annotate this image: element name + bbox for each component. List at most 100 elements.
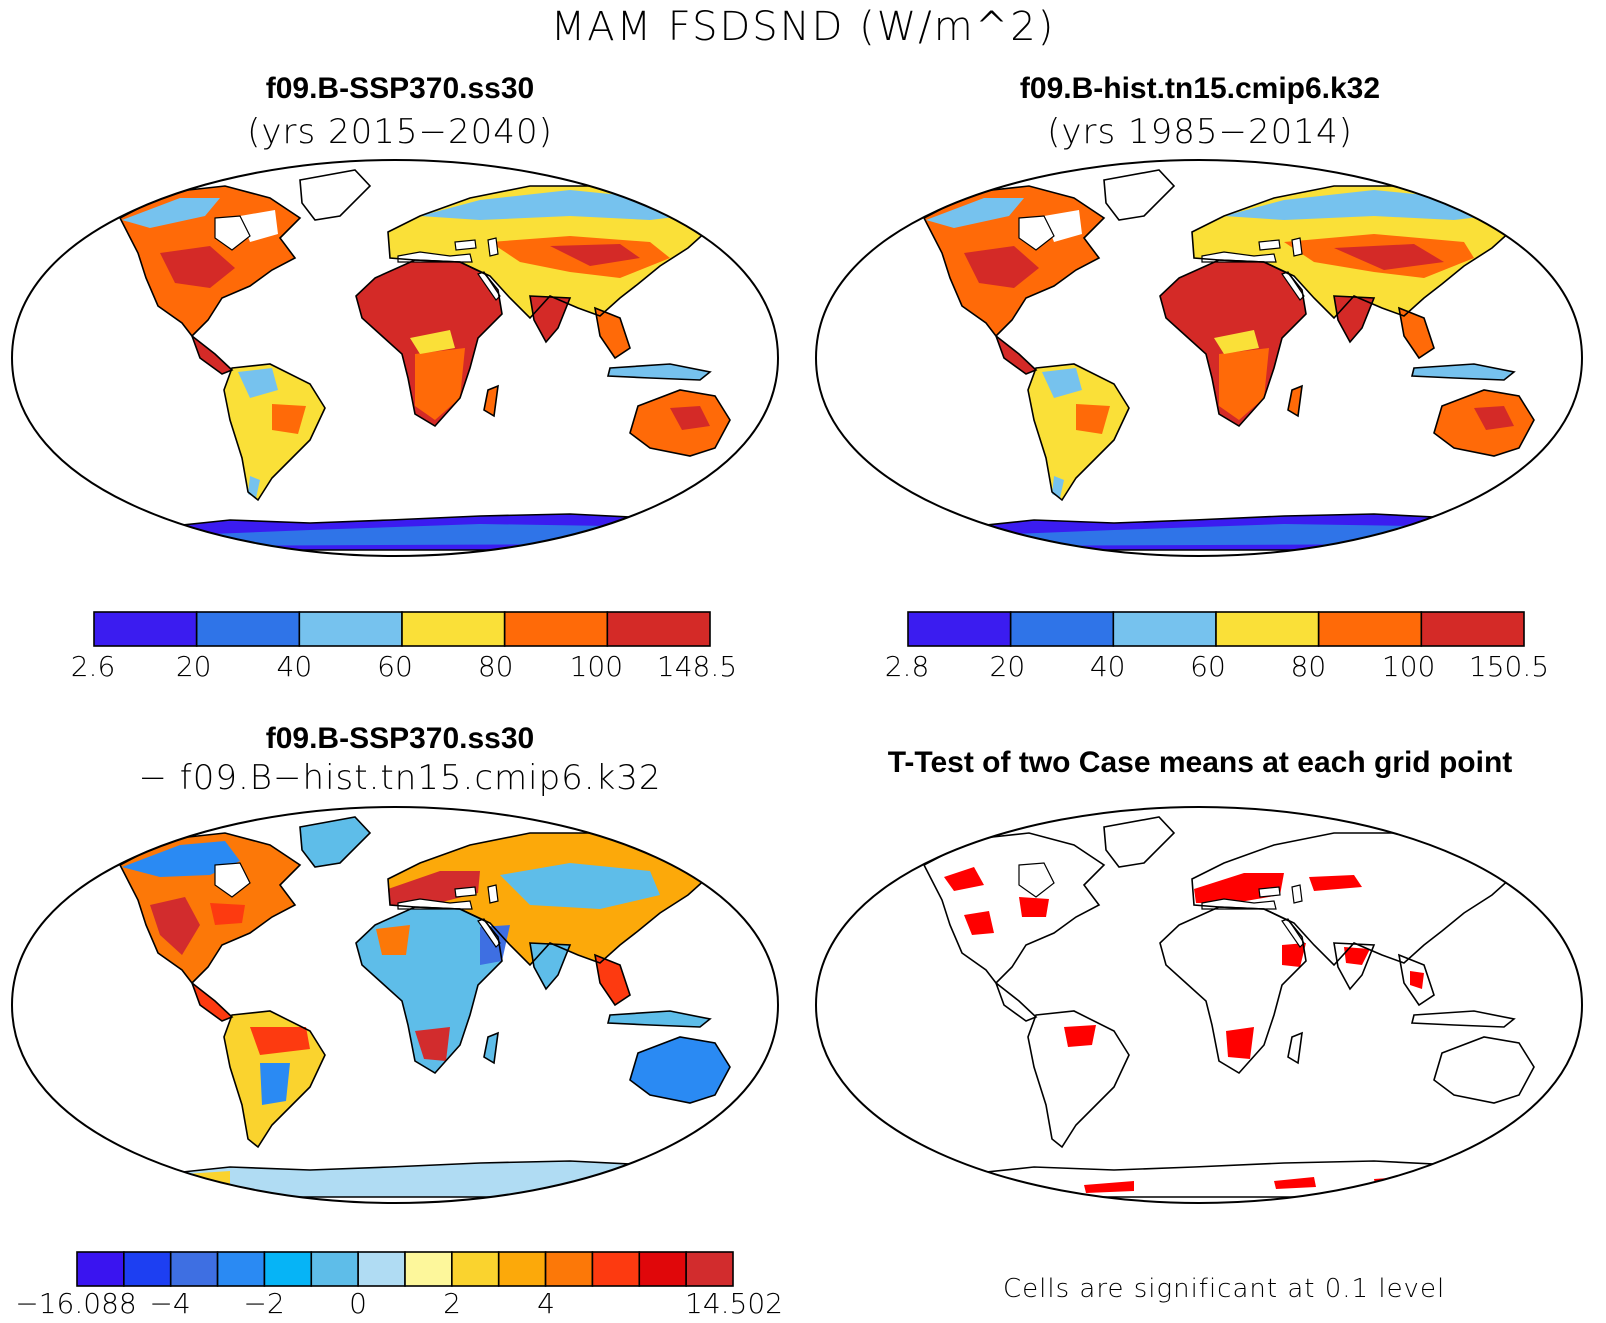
coastline-madagascar bbox=[1287, 1031, 1303, 1065]
colorbar-swatch bbox=[544, 1251, 594, 1287]
field-region bbox=[944, 867, 984, 891]
coastline-india bbox=[529, 295, 572, 344]
map-ttest bbox=[814, 805, 1584, 1205]
sea-caspian bbox=[1291, 237, 1303, 257]
land-seAsia bbox=[595, 308, 630, 358]
land-indonesia bbox=[608, 364, 710, 380]
coastline-australia bbox=[629, 389, 731, 457]
colorbar-swatch bbox=[93, 611, 198, 647]
colorbar-swatch bbox=[404, 1251, 453, 1287]
colorbar-swatch bbox=[357, 1251, 406, 1287]
ttest-footnote: Cells are significant at 0.1 level bbox=[1003, 1274, 1446, 1304]
coastline-southAmerica bbox=[223, 363, 326, 502]
colorbar-tick-label: −4 bbox=[149, 1287, 191, 1320]
colorbar-tick-label: 148.5 bbox=[656, 650, 738, 683]
sea-caspian bbox=[1291, 884, 1303, 904]
figure-title: MAM FSDSND (W/m^2) bbox=[550, 4, 1056, 50]
coastline-indonesia bbox=[1410, 1010, 1516, 1028]
field-region bbox=[122, 841, 240, 877]
field-region bbox=[964, 246, 1039, 288]
field-region bbox=[1042, 368, 1082, 398]
land-greenland bbox=[300, 817, 370, 867]
panel-test-subtitle: (yrs 2015−2040) bbox=[247, 112, 553, 152]
land-australia bbox=[630, 1037, 730, 1103]
land-southAmerica bbox=[1028, 364, 1129, 500]
panel-control-subtitle: (yrs 1985−2014) bbox=[1047, 112, 1353, 152]
coastline-antarctica bbox=[937, 513, 1478, 551]
field-region bbox=[1334, 244, 1444, 270]
colorbar-tick-label: 150.5 bbox=[1468, 650, 1550, 683]
field-region bbox=[670, 406, 710, 430]
coastline-antarctica bbox=[133, 513, 674, 551]
land-centralAm bbox=[192, 983, 232, 1021]
land-indonesia bbox=[608, 1011, 710, 1027]
colorbar-swatch bbox=[310, 1251, 359, 1287]
coastline-indonesia bbox=[606, 1010, 712, 1028]
sea-hudson bbox=[214, 215, 251, 251]
colorbar-tick-label: 100 bbox=[1381, 650, 1436, 683]
field-region bbox=[415, 1027, 450, 1061]
colorbar-tick-label: 2.8 bbox=[884, 650, 930, 683]
coastline-centralAm bbox=[994, 980, 1038, 1022]
coastline-seAsia bbox=[1397, 953, 1435, 1007]
land-centralAm bbox=[192, 336, 232, 374]
colorbar-swatch bbox=[123, 1251, 172, 1287]
sea-black bbox=[454, 886, 477, 898]
coastline-antarctica bbox=[937, 1160, 1478, 1198]
coastline-australia bbox=[629, 1036, 731, 1104]
field-region bbox=[1076, 404, 1110, 434]
field-region bbox=[210, 903, 245, 925]
colorbar-swatch bbox=[1215, 611, 1320, 647]
map-boundary bbox=[10, 805, 780, 1205]
coastline-india bbox=[1333, 295, 1376, 344]
field-region bbox=[238, 368, 278, 398]
colorbar-swatch bbox=[1420, 611, 1525, 647]
coastline-centralAm bbox=[994, 333, 1038, 375]
panel-difference-subtitle: − f09.B−hist.tn15.cmip6.k32 bbox=[138, 758, 662, 798]
coastline-centralAm bbox=[190, 980, 234, 1022]
sea-black bbox=[1258, 886, 1281, 898]
field-region bbox=[1019, 897, 1049, 917]
colorbar-tick-label: 2.6 bbox=[70, 650, 116, 683]
sea-hudson bbox=[1018, 215, 1055, 251]
colorbar-swatch bbox=[1317, 611, 1423, 647]
field-region bbox=[1064, 1025, 1096, 1047]
field-region bbox=[1282, 943, 1306, 967]
colorbar-tick-label: 40 bbox=[276, 650, 313, 683]
coastline-india bbox=[529, 942, 572, 991]
coastline-india bbox=[1333, 942, 1376, 991]
field-region bbox=[415, 348, 465, 420]
field-region bbox=[1309, 875, 1362, 891]
field-region bbox=[1474, 406, 1514, 430]
coastline-northAmerica bbox=[118, 832, 302, 985]
colorbar-swatch bbox=[263, 1251, 313, 1287]
colorbar-swatch bbox=[451, 1251, 500, 1287]
field-region bbox=[1274, 1177, 1316, 1189]
land-indonesia bbox=[1412, 1011, 1514, 1027]
coastline-seAsia bbox=[593, 306, 631, 360]
land-southAmerica bbox=[1028, 1011, 1129, 1147]
colorbar-tick-label: 60 bbox=[1190, 650, 1226, 683]
colorbar-swatch bbox=[76, 1251, 125, 1287]
field-region bbox=[1214, 330, 1259, 354]
map-difference bbox=[10, 805, 780, 1205]
colorbar-tick-label: −2 bbox=[243, 1287, 285, 1320]
colorbar-swatch bbox=[1112, 611, 1217, 647]
panel-difference-title: f09.B-SSP370.ss30 bbox=[265, 722, 535, 755]
field-region bbox=[500, 863, 660, 909]
coastline-eurasia bbox=[387, 185, 711, 320]
field-region bbox=[964, 524, 1434, 546]
field-region bbox=[1084, 1181, 1134, 1193]
field-region bbox=[926, 198, 1024, 228]
field-region bbox=[410, 330, 455, 354]
colorbar-swatch bbox=[216, 1251, 266, 1287]
field-region bbox=[1410, 971, 1424, 989]
coastline-eurasia bbox=[1191, 185, 1515, 320]
colorbar-tick-label: 14.502 bbox=[685, 1287, 783, 1320]
map-boundary bbox=[814, 158, 1584, 558]
colorbar-swatch bbox=[298, 611, 403, 647]
coastline-eurasia bbox=[1191, 832, 1515, 967]
field-region bbox=[250, 1027, 310, 1055]
colorbar-swatch bbox=[1009, 611, 1115, 647]
field-region bbox=[1052, 476, 1064, 498]
